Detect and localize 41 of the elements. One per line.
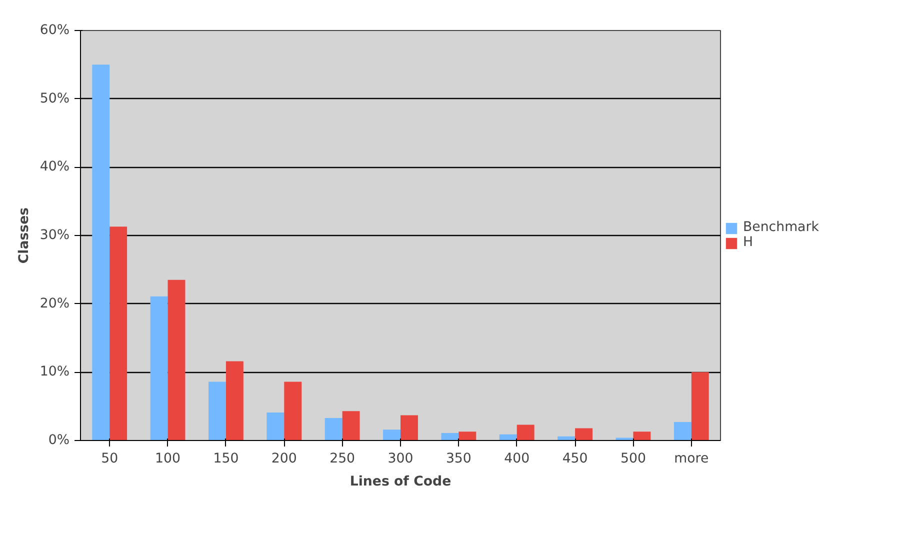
legend-label: H	[743, 235, 754, 250]
bar	[92, 64, 110, 440]
legend-label: Benchmark	[743, 220, 819, 235]
y-tick-label: 30%	[40, 228, 70, 243]
y-tick-label: 20%	[40, 296, 70, 312]
bar	[226, 361, 244, 440]
bar	[575, 428, 592, 440]
x-axis-title: Lines of Code	[350, 474, 452, 490]
x-tick-label: 400	[504, 452, 530, 466]
x-tick-label: 450	[562, 452, 588, 466]
bar	[266, 412, 284, 440]
bar	[324, 418, 342, 440]
bar	[633, 432, 651, 440]
y-tick-label: 10%	[40, 364, 70, 380]
bar	[342, 411, 360, 440]
bar	[284, 382, 302, 440]
bar	[458, 432, 476, 440]
x-tick-label: 500	[620, 452, 646, 466]
x-tick-label: 150	[213, 452, 239, 466]
x-tick-label: 50	[101, 452, 118, 466]
bar	[691, 372, 709, 440]
x-tick-label: 300	[388, 452, 414, 466]
x-tick-label: 200	[271, 452, 297, 466]
bar	[110, 226, 128, 440]
bar	[383, 430, 400, 440]
bar	[168, 280, 186, 440]
x-tick-label: more	[674, 452, 709, 466]
y-tick-label: 60%	[40, 23, 70, 38]
bar	[400, 415, 418, 440]
x-tick-label: 100	[155, 452, 181, 466]
bar	[150, 296, 168, 440]
x-tick-label: 250	[330, 452, 356, 466]
y-tick-label: 50%	[40, 91, 70, 106]
bar	[674, 422, 692, 440]
bar	[516, 424, 534, 440]
bar	[208, 382, 226, 440]
bar	[441, 432, 459, 440]
y-axis-title: Classes	[16, 207, 32, 264]
y-tick-label: 0%	[48, 433, 70, 448]
x-tick-label: 350	[446, 452, 472, 466]
y-tick-label: 40%	[40, 160, 70, 175]
